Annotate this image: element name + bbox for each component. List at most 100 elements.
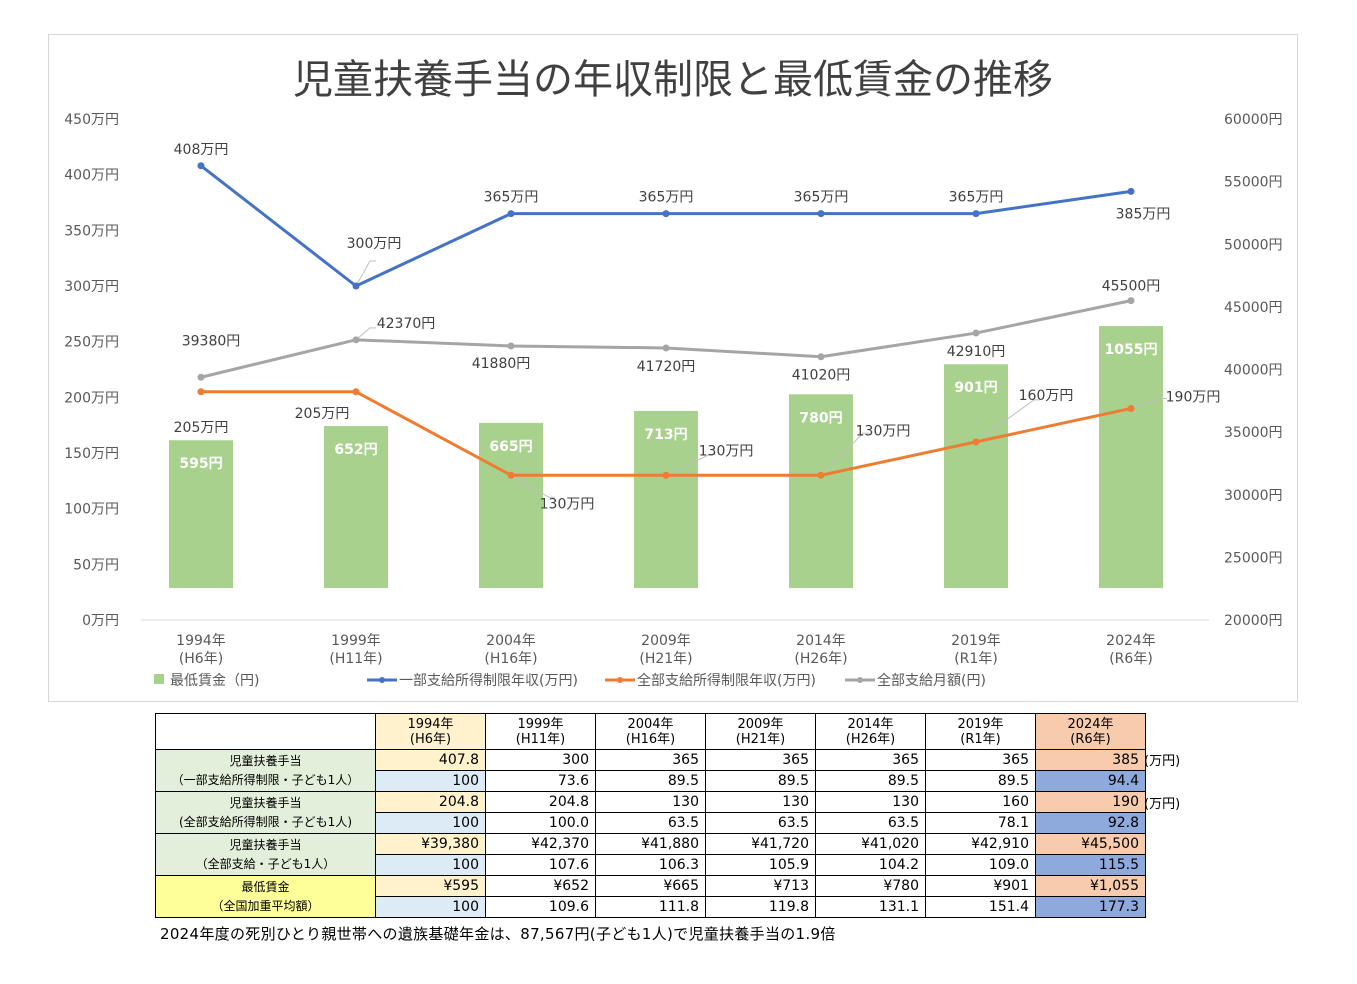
table-corner-cell: [155, 713, 376, 750]
line-full-monthly-amount-point: [197, 373, 205, 381]
table-header-cell: 1994年 (H6年): [375, 713, 486, 750]
line-full-income-limit-label: 160万円: [1019, 388, 1074, 404]
bar-minimum-wage: [789, 394, 853, 588]
table-cell: 300: [485, 749, 596, 771]
table-cell: 89.5: [595, 770, 706, 792]
line-full-income-limit-point: [352, 388, 360, 396]
table-cell: 63.5: [815, 812, 926, 834]
table-cell: 115.5: [1035, 854, 1146, 876]
table-cell: 100: [375, 812, 486, 834]
table-header-cell: 1999年 (H11年): [485, 713, 596, 750]
leader-line: [355, 327, 376, 341]
left-axis-tick: 50万円: [73, 557, 119, 573]
line-full-monthly-amount-point: [1127, 297, 1135, 305]
bar-label: 901円: [954, 380, 997, 396]
table-header-cell: 2019年 (R1年): [925, 713, 1036, 750]
x-tick-era: (H26年): [794, 651, 847, 667]
table-cell: ¥665: [595, 875, 706, 897]
right-axis-tick: 40000円: [1224, 363, 1283, 379]
chart-title: 児童扶養手当の年収制限と最低賃金の推移: [293, 57, 1053, 103]
line-partial-income-limit-label: 365万円: [794, 190, 849, 206]
table-header-cell: 2014年 (H26年): [815, 713, 926, 750]
table-cell: 160: [925, 791, 1036, 813]
line-full-income-limit-label: 130万円: [699, 443, 754, 459]
x-tick-era: (R1年): [954, 651, 998, 667]
table-cell: ¥41,880: [595, 833, 706, 855]
table-cell: 100.0: [485, 812, 596, 834]
line-full-income-limit-point: [972, 438, 980, 446]
table-cell: ¥713: [705, 875, 816, 897]
line-full-monthly-amount-label: 42910円: [947, 344, 1006, 360]
table-cell: 94.4: [1035, 770, 1146, 792]
legend-label-line-full-monthly-amount: 全部支給月額(円): [877, 672, 986, 689]
bar-label: 1055円: [1105, 342, 1158, 358]
table-cell: 130: [815, 791, 926, 813]
x-tick-year: 2009年: [641, 633, 691, 649]
bar-minimum-wage: [169, 440, 233, 588]
table-cell: 107.6: [485, 854, 596, 876]
x-tick-era: (H16年): [484, 651, 537, 667]
x-tick-year: 1999年: [331, 633, 381, 649]
table-cell: 109.6: [485, 896, 596, 918]
right-axis-tick: 50000円: [1224, 237, 1283, 253]
x-tick-year: 2014年: [796, 633, 846, 649]
chart-frame: 児童扶養手当の年収制限と最低賃金の推移 595円 652円 665円 713円 780円…: [48, 34, 1298, 702]
legend-marker-line-full-income-limit: [617, 677, 623, 683]
table-cell: 177.3: [1035, 896, 1146, 918]
table-cell: 119.8: [705, 896, 816, 918]
x-tick-era: (H11年): [329, 651, 382, 667]
legend-marker-line-partial-income-limit: [379, 677, 385, 683]
line-partial-income-limit-point: [817, 210, 825, 218]
line-full-monthly-amount-label: 41020円: [792, 368, 851, 384]
line-full-income-limit-point: [817, 471, 825, 479]
line-full-monthly-amount-label: 39380円: [182, 333, 241, 349]
table-row: 100 100.0 63.5 63.5 63.5 78.1 92.8: [156, 812, 1146, 834]
line-full-monthly-amount-point: [817, 353, 825, 361]
table-cell: ¥41,020: [815, 833, 926, 855]
right-axis-tick: 55000円: [1224, 175, 1283, 191]
right-axis-tick: 60000円: [1224, 112, 1283, 128]
table-cell: 89.5: [815, 770, 926, 792]
bar-label: 595円: [179, 456, 222, 472]
table-cell: 130: [705, 791, 816, 813]
table-cell: 111.8: [595, 896, 706, 918]
leader-line: [975, 399, 1040, 443]
line-partial-income-limit-point: [972, 210, 980, 218]
legend-label-line-full-income-limit: 全部支給所得制限年収(万円): [637, 672, 816, 689]
table-cell: 131.1: [815, 896, 926, 918]
table-cell: 78.1: [925, 812, 1036, 834]
table-cell: 109.0: [925, 854, 1036, 876]
bar-minimum-wage: [479, 422, 543, 588]
line-partial-income-limit-label: 385万円: [1116, 206, 1171, 222]
line-partial-income-limit-point: [1127, 187, 1135, 195]
chart-svg: 児童扶養手当の年収制限と最低賃金の推移 595円 652円 665円 713円 780円…: [64, 57, 1283, 689]
table-cell: ¥41,720: [705, 833, 816, 855]
footnote: 2024年度の死別ひとり親世帯への遺族基礎年金は、87,567円(子ども1人)で…: [160, 925, 836, 943]
table-cell: 63.5: [705, 812, 816, 834]
table-cell: 365: [815, 749, 926, 771]
line-full-monthly-amount-point: [662, 344, 670, 352]
table-cell: 407.8: [375, 749, 486, 771]
table-cell: ¥1,055: [1035, 875, 1146, 897]
legend-label-line-partial-income-limit: 一部支給所得制限年収(万円): [399, 672, 578, 689]
table-cell: 100: [375, 770, 486, 792]
table-unit-label: (万円): [1144, 754, 1181, 769]
left-axis-tick: 150万円: [64, 446, 119, 462]
line-full-income-limit-label: 205万円: [295, 406, 350, 422]
table-unit-label: (万円): [1144, 797, 1181, 812]
right-axis-tick: 20000円: [1224, 613, 1283, 629]
right-axis-tick: 35000円: [1224, 425, 1283, 441]
table-header-cell: 2024年 (R6年): [1035, 713, 1146, 750]
table-cell: 100: [375, 896, 486, 918]
line-partial-income-limit: [200, 164, 1132, 288]
x-tick-era: (H6年): [179, 651, 223, 667]
line-full-income-limit-label: 130万円: [856, 423, 911, 439]
legend-label-minimum-wage: 最低賃金（円): [170, 673, 259, 689]
table-row-label: 児童扶養手当 （一部支給所得制限・子ども1人）: [155, 749, 376, 792]
x-tick-year: 2004年: [486, 633, 536, 649]
bar-label: 713円: [644, 427, 687, 443]
x-tick-year: 2024年: [1106, 633, 1156, 649]
table-cell: 365: [705, 749, 816, 771]
table-row: 児童扶養手当 （一部支給所得制限・子ども1人） 407.8 300 365 365 365 3…: [155, 749, 1146, 792]
line-partial-income-limit-label: 365万円: [639, 190, 694, 206]
